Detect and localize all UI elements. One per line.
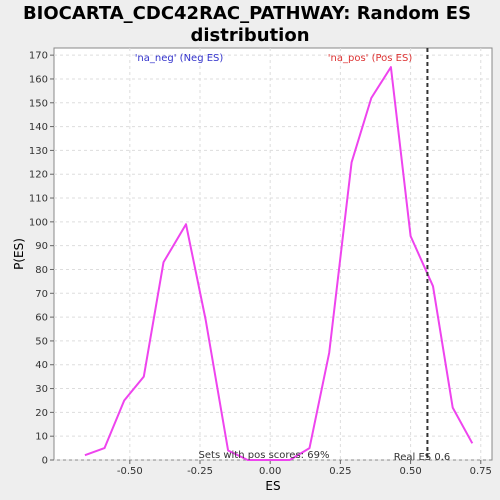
plot-area: [53, 47, 493, 461]
chart-title-line2: distribution: [190, 25, 309, 46]
y-tick-label: 60: [35, 313, 48, 324]
x-tick-label: -0.50: [117, 466, 143, 477]
y-tick-label: 70: [35, 289, 48, 300]
sets-with-pos-scores: Sets with pos scores: 69%: [199, 450, 330, 461]
real-es-label: Real ES 0.6: [394, 452, 450, 463]
x-tick-label: -0.25: [187, 466, 213, 477]
series-layer: [84, 66, 474, 461]
y-tick-label: 160: [29, 74, 48, 85]
y-tick-label: 120: [29, 170, 48, 181]
y-tick-label: 90: [35, 241, 48, 252]
axis-ticks: 0 10 20 30 40 50 60 70 80 90 100 110 120 130 140 150 160…: [29, 51, 492, 477]
y-tick-label: 80: [35, 265, 48, 276]
y-tick-label: 140: [29, 122, 48, 133]
grid-lines: [54, 48, 492, 461]
x-tick-label: 0.75: [470, 466, 492, 477]
y-tick-label: 10: [35, 432, 48, 443]
x-tick-label: 0.25: [329, 466, 351, 477]
x-tick-label: 0.50: [399, 466, 421, 477]
neg-es-label: 'na_neg' (Neg ES): [135, 53, 224, 64]
y-tick-label: 110: [29, 194, 48, 205]
x-tick-label: 0.00: [259, 466, 281, 477]
chart-title-line1: BIOCARTA_CDC42RAC_PATHWAY: Random ES: [23, 3, 471, 24]
pos-es-label: 'na_pos' (Pos ES): [328, 53, 413, 64]
y-tick-label: 30: [35, 384, 48, 395]
y-tick-label: 50: [35, 336, 48, 347]
x-axis-label: ES: [265, 479, 280, 493]
y-axis-label: P(ES): [12, 238, 26, 270]
y-tick-label: 100: [29, 217, 48, 228]
y-tick-label: 130: [29, 146, 48, 157]
y-tick-label: 170: [29, 51, 48, 62]
y-tick-label: 20: [35, 408, 48, 419]
y-tick-label: 0: [42, 456, 48, 467]
y-tick-label: 150: [29, 98, 48, 109]
y-tick-label: 40: [35, 360, 48, 371]
es-distribution-line: [84, 66, 474, 461]
